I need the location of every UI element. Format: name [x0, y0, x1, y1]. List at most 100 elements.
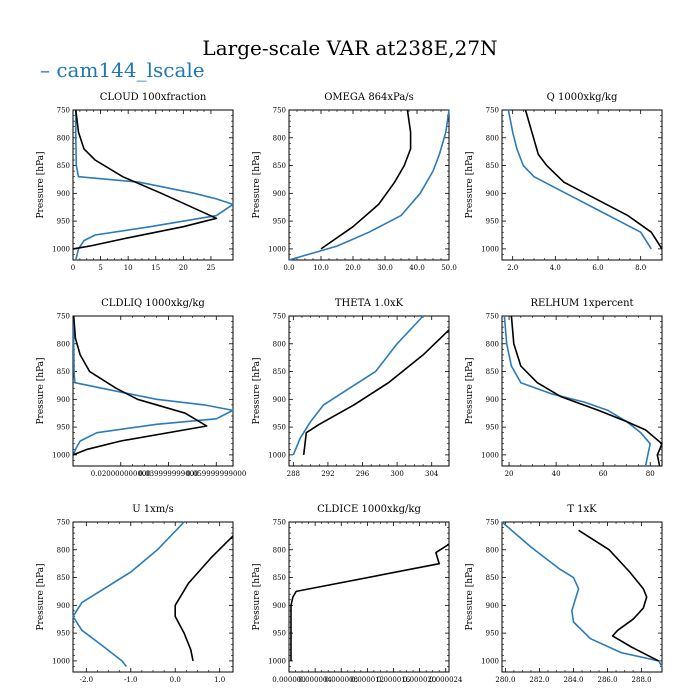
panel-6: RELHUM 1xpercent Pressure [hPa] 750 800 850 9…: [465, 298, 663, 478]
x-tick-label: 0.000004: [298, 676, 332, 684]
x-tick-label: 284.0: [563, 676, 583, 684]
y-tick-label: 750: [57, 519, 70, 527]
x-tick-label: 10.0: [313, 264, 329, 272]
x-tick-label: 282.0: [529, 676, 549, 684]
panel-title: Q 1000xkg/kg: [547, 92, 618, 103]
x-tick-label: 50.0: [441, 264, 457, 272]
y-axis-label: Pressure [hPa]: [36, 151, 46, 218]
y-axis-label: Pressure [hPa]: [252, 563, 262, 630]
x-tick-label: 6.0: [592, 264, 603, 272]
x-tick-label: 0.039999999000: [138, 470, 198, 478]
plot-frame: [288, 315, 450, 467]
x-tick-label: -1.0: [124, 676, 138, 684]
y-tick-label: 850: [486, 368, 499, 376]
figure-title: Large-scale VAR at238E,27N: [202, 36, 498, 60]
y-tick-label: 1000: [52, 657, 70, 665]
y-tick-label: 1000: [268, 245, 286, 253]
x-tick-label: 80: [646, 470, 655, 478]
y-tick-label: 950: [486, 218, 499, 226]
x-tick-label: 0.059999999000: [186, 470, 246, 478]
y-tick-label: 800: [57, 340, 70, 348]
x-tick-label: 5: [98, 264, 102, 272]
y-tick-label: 1000: [268, 657, 286, 665]
x-tick-label: 0.0: [283, 264, 294, 272]
y-tick-label: 750: [486, 519, 499, 527]
y-tick-label: 800: [57, 134, 70, 142]
x-tick-label: 10: [124, 264, 133, 272]
panel-7: U 1xm/s Pressure [hPa] 750 800 850 900 950 1000…: [36, 504, 234, 684]
y-tick-label: 900: [273, 190, 286, 198]
model-line: [292, 315, 424, 456]
obs-line: [72, 109, 218, 250]
x-tick-label: 288: [287, 470, 300, 478]
y-tick-label: 900: [486, 602, 499, 610]
plot-frame: [72, 315, 234, 467]
x-tick-label: 0.020000000000: [91, 470, 151, 478]
y-tick-label: 850: [57, 574, 70, 582]
y-tick-label: 900: [273, 396, 286, 404]
y-tick-label: 800: [273, 340, 286, 348]
panel-title: CLDICE 1000xkg/kg: [317, 504, 421, 515]
y-tick-label: 800: [486, 340, 499, 348]
y-tick-label: 750: [486, 313, 499, 321]
model-line: [72, 521, 185, 667]
y-tick-label: 850: [486, 574, 499, 582]
x-tick-label: 0.000008: [325, 676, 358, 684]
y-tick-label: 950: [273, 630, 286, 638]
y-tick-label: 850: [57, 162, 70, 170]
x-tick-label: 288.0: [632, 676, 652, 684]
panel-title: CLOUD 100xfraction: [100, 92, 207, 103]
panel-5: THETA 1.0xK Pressure [hPa] 750 800 850 900 950…: [252, 298, 450, 478]
panel-4: CLDLIQ 1000xkg/kg Pressure [hPa] 750 800 850…: [36, 298, 246, 478]
y-tick-label: 800: [273, 134, 286, 142]
x-tick-label: 0.000000: [272, 676, 305, 684]
x-tick-label: -2.0: [80, 676, 94, 684]
y-tick-label: 950: [486, 630, 499, 638]
x-tick-label: 15: [151, 264, 160, 272]
x-tick-label: 4.0: [550, 264, 561, 272]
y-tick-label: 1000: [52, 451, 70, 459]
model-line: [503, 315, 651, 467]
x-tick-label: 296: [356, 470, 370, 478]
x-tick-label: 0.000020: [403, 676, 436, 684]
obs-line: [578, 529, 659, 662]
x-tick-label: 0.0: [170, 676, 181, 684]
x-tick-label: 2.0: [507, 264, 518, 272]
x-tick-label: 40.0: [409, 264, 425, 272]
x-tick-label: 8.0: [635, 264, 646, 272]
panel-title: OMEGA 864xPa/s: [324, 92, 414, 103]
y-tick-label: 800: [486, 546, 499, 554]
x-tick-label: 40: [552, 470, 561, 478]
plot-frame: [501, 315, 663, 467]
model-line: [507, 109, 652, 250]
plot-frame: [72, 521, 234, 673]
plot-frame: [288, 521, 450, 673]
y-tick-label: 950: [273, 424, 286, 432]
y-tick-label: 1000: [268, 451, 286, 459]
panel-title: CLDLIQ 1000xkg/kg: [101, 298, 205, 309]
y-tick-label: 800: [486, 134, 499, 142]
panel-title: THETA 1.0xK: [335, 298, 404, 309]
y-tick-label: 900: [273, 602, 286, 610]
y-tick-label: 850: [486, 162, 499, 170]
y-tick-label: 800: [273, 546, 286, 554]
y-tick-label: 750: [486, 107, 499, 115]
y-axis-label: Pressure [hPa]: [36, 563, 46, 630]
x-tick-label: 20.0: [345, 264, 361, 272]
x-tick-label: 280.0: [495, 676, 515, 684]
panel-1: CLOUD 100xfraction Pressure [hPa] 750 800 85…: [36, 92, 234, 272]
obs-line: [174, 535, 234, 662]
y-tick-label: 950: [273, 218, 286, 226]
panel-title: RELHUM 1xpercent: [530, 298, 633, 309]
model-line: [501, 521, 663, 667]
x-tick-label: 304: [425, 470, 439, 478]
model-line: [288, 109, 450, 261]
obs-line: [510, 315, 663, 467]
y-tick-label: 950: [57, 424, 70, 432]
model-line: [72, 316, 234, 456]
x-tick-label: 30.0: [377, 264, 393, 272]
x-tick-label: 20: [505, 470, 514, 478]
y-tick-label: 850: [273, 574, 286, 582]
x-tick-label: 0.000024: [429, 676, 463, 684]
